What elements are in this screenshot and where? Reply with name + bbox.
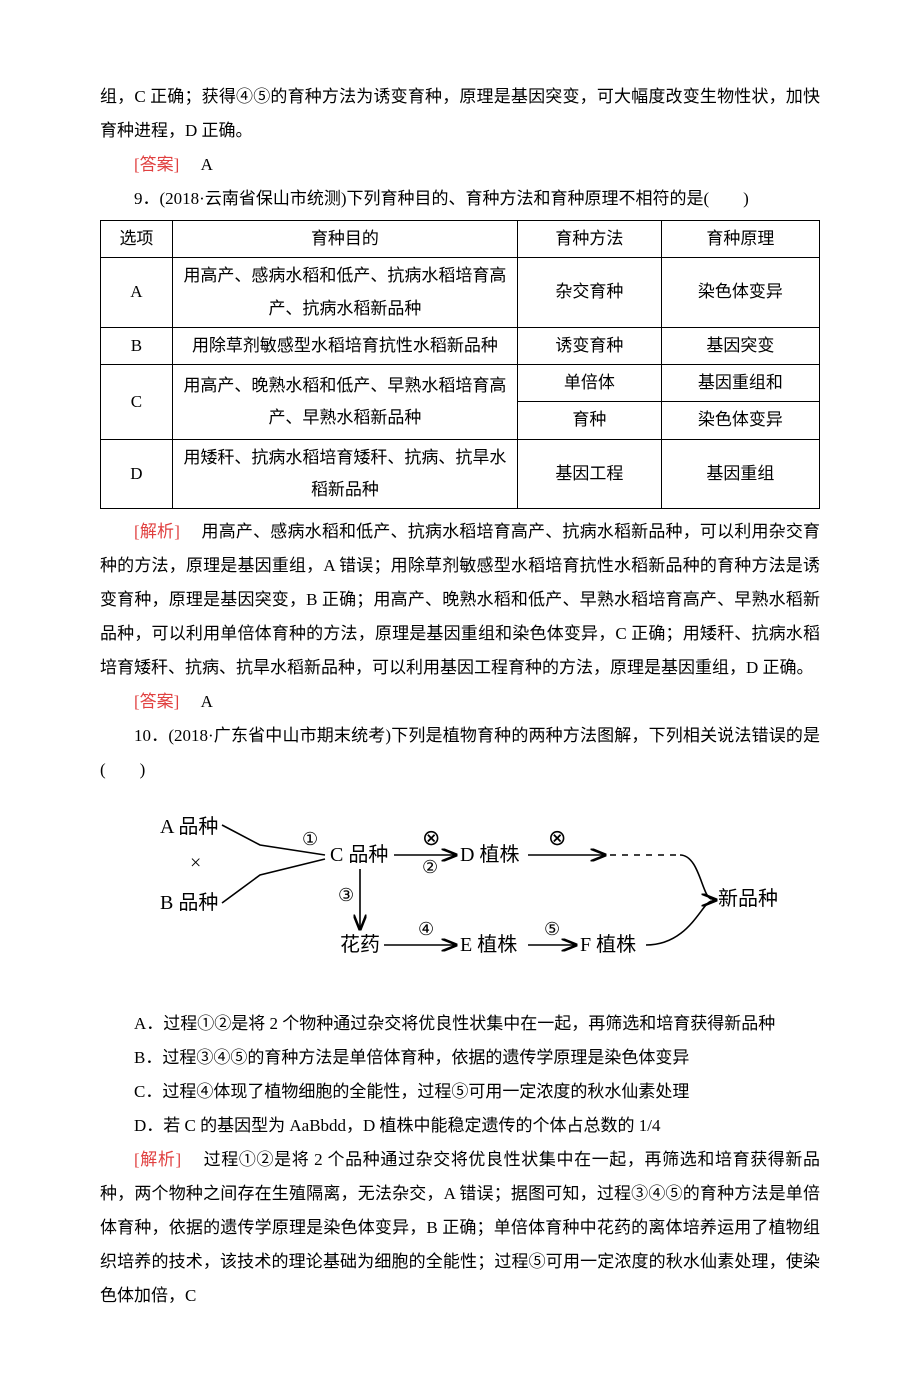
q10-choice-b: B．过程③④⑤的育种方法是单倍体育种，依据的遗传学原理是染色体变异 [100, 1041, 820, 1075]
cell-purpose: 用高产、感病水稻和低产、抗病水稻培育高产、抗病水稻新品种 [172, 258, 517, 328]
node-a: A 品种 [160, 815, 218, 839]
cell-method-l2: 育种 [518, 402, 662, 439]
th-principle: 育种原理 [661, 221, 819, 258]
cell-opt: A [101, 258, 173, 328]
label-5: ⑤ [544, 919, 560, 941]
node-b: B 品种 [160, 891, 218, 915]
q10-source: (2018·广东省中山市期末统考) [168, 726, 391, 745]
cell-opt: D [101, 439, 173, 509]
cell-principle-l2: 染色体变异 [661, 402, 819, 439]
cell-purpose: 用矮秆、抗病水稻培育矮秆、抗病、抗旱水稻新品种 [172, 439, 517, 509]
cell-method: 诱变育种 [518, 327, 662, 364]
th-option: 选项 [101, 221, 173, 258]
q9-table: 选项 育种目的 育种方法 育种原理 A 用高产、感病水稻和低产、抗病水稻培育高产… [100, 220, 820, 509]
table-row: B 用除草剂敏感型水稻培育抗性水稻新品种 诱变育种 基因突变 [101, 327, 820, 364]
table-row: D 用矮秆、抗病水稻培育矮秆、抗病、抗旱水稻新品种 基因工程 基因重组 [101, 439, 820, 509]
q9-analysis: [解析] 用高产、感病水稻和低产、抗病水稻培育高产、抗病水稻新品种，可以利用杂交… [100, 515, 820, 685]
cell-principle: 染色体变异 [661, 258, 819, 328]
node-c: C 品种 [330, 843, 388, 867]
cell-principle: 基因突变 [661, 327, 819, 364]
node-e: E 植株 [460, 933, 517, 957]
node-cross: × [190, 851, 201, 875]
answer-label: [答案] [134, 155, 179, 174]
q9-stem-text: 下列育种目的、育种方法和育种原理不相符的是( ) [346, 189, 748, 208]
q9-answer-value: A [201, 692, 213, 711]
q9-analysis-text [184, 522, 201, 541]
cell-purpose: 用除草剂敏感型水稻培育抗性水稻新品种 [172, 327, 517, 364]
analysis-label: [解析] [134, 522, 180, 541]
cell-method: 杂交育种 [518, 258, 662, 328]
th-purpose: 育种目的 [172, 221, 517, 258]
q10-choice-d: D．若 C 的基因型为 AaBbdd，D 植株中能稳定遗传的个体占总数的 1/4 [100, 1109, 820, 1143]
intro-answer-value: A [201, 155, 213, 174]
intro-paragraph: 组，C 正确；获得④⑤的育种方法为诱变育种，原理是基因突变，可大幅度改变生物性状… [100, 80, 820, 148]
cell-method: 基因工程 [518, 439, 662, 509]
q10-analysis-body: 过程①②是将 2 个品种通过杂交将优良性状集中在一起，再筛选和培育获得新品种，两… [100, 1150, 820, 1305]
cell-purpose: 用高产、晚熟水稻和低产、早熟水稻培育高产、早熟水稻新品种 [172, 365, 517, 440]
cell-principle: 基因重组 [661, 439, 819, 509]
q10-choice-c: C．过程④体现了植物细胞的全能性，过程⑤可用一定浓度的秋水仙素处理 [100, 1075, 820, 1109]
self-cross-icon: ⊗ [422, 825, 440, 851]
intro-answer-line: [答案] A [100, 148, 820, 182]
node-new: 新品种 [718, 887, 778, 911]
cell-principle-l1: 基因重组和 [661, 365, 819, 402]
label-2: ② [422, 857, 438, 879]
label-4: ④ [418, 919, 434, 941]
analysis-label: [解析] [134, 1150, 181, 1169]
label-1: ① [302, 829, 318, 851]
node-d: D 植株 [460, 843, 519, 867]
q9-stem: 9．(2018·云南省保山市统测)下列育种目的、育种方法和育种原理不相符的是( … [100, 182, 820, 216]
label-3: ③ [338, 885, 354, 907]
q10-analysis: [解析] 过程①②是将 2 个品种通过杂交将优良性状集中在一起，再筛选和培育获得… [100, 1143, 820, 1313]
q9-analysis-body: 用高产、感病水稻和低产、抗病水稻培育高产、抗病水稻新品种，可以利用杂交育种的方法… [100, 522, 820, 677]
q10-stem: 10．(2018·广东省中山市期末统考)下列是植物育种的两种方法图解，下列相关说… [100, 719, 820, 787]
q9-number: 9． [134, 189, 160, 208]
q9-answer-line: [答案] A [100, 685, 820, 719]
table-row: A 用高产、感病水稻和低产、抗病水稻培育高产、抗病水稻新品种 杂交育种 染色体变… [101, 258, 820, 328]
page: 组，C 正确；获得④⑤的育种方法为诱变育种，原理是基因突变，可大幅度改变生物性状… [0, 0, 920, 1373]
answer-value [184, 155, 201, 174]
cell-opt: B [101, 327, 173, 364]
table-header-row: 选项 育种目的 育种方法 育种原理 [101, 221, 820, 258]
cell-opt: C [101, 365, 173, 440]
th-method: 育种方法 [518, 221, 662, 258]
diagram-edges [160, 807, 780, 987]
answer-label: [答案] [134, 692, 179, 711]
cell-method-l1: 单倍体 [518, 365, 662, 402]
table-row: C 用高产、晚熟水稻和低产、早熟水稻培育高产、早熟水稻新品种 单倍体 基因重组和 [101, 365, 820, 402]
node-f: F 植株 [580, 933, 636, 957]
q10-choice-a: A．过程①②是将 2 个物种通过杂交将优良性状集中在一起，再筛选和培育获得新品种 [100, 1007, 820, 1041]
self-cross-icon: ⊗ [548, 825, 566, 851]
node-anther: 花药 [340, 933, 380, 957]
q9-source: (2018·云南省保山市统测) [160, 189, 347, 208]
q10-diagram: A 品种 × B 品种 C 品种 D 植株 花药 E 植株 F 植株 新品种 ①… [160, 807, 780, 987]
q10-number: 10． [134, 726, 168, 745]
